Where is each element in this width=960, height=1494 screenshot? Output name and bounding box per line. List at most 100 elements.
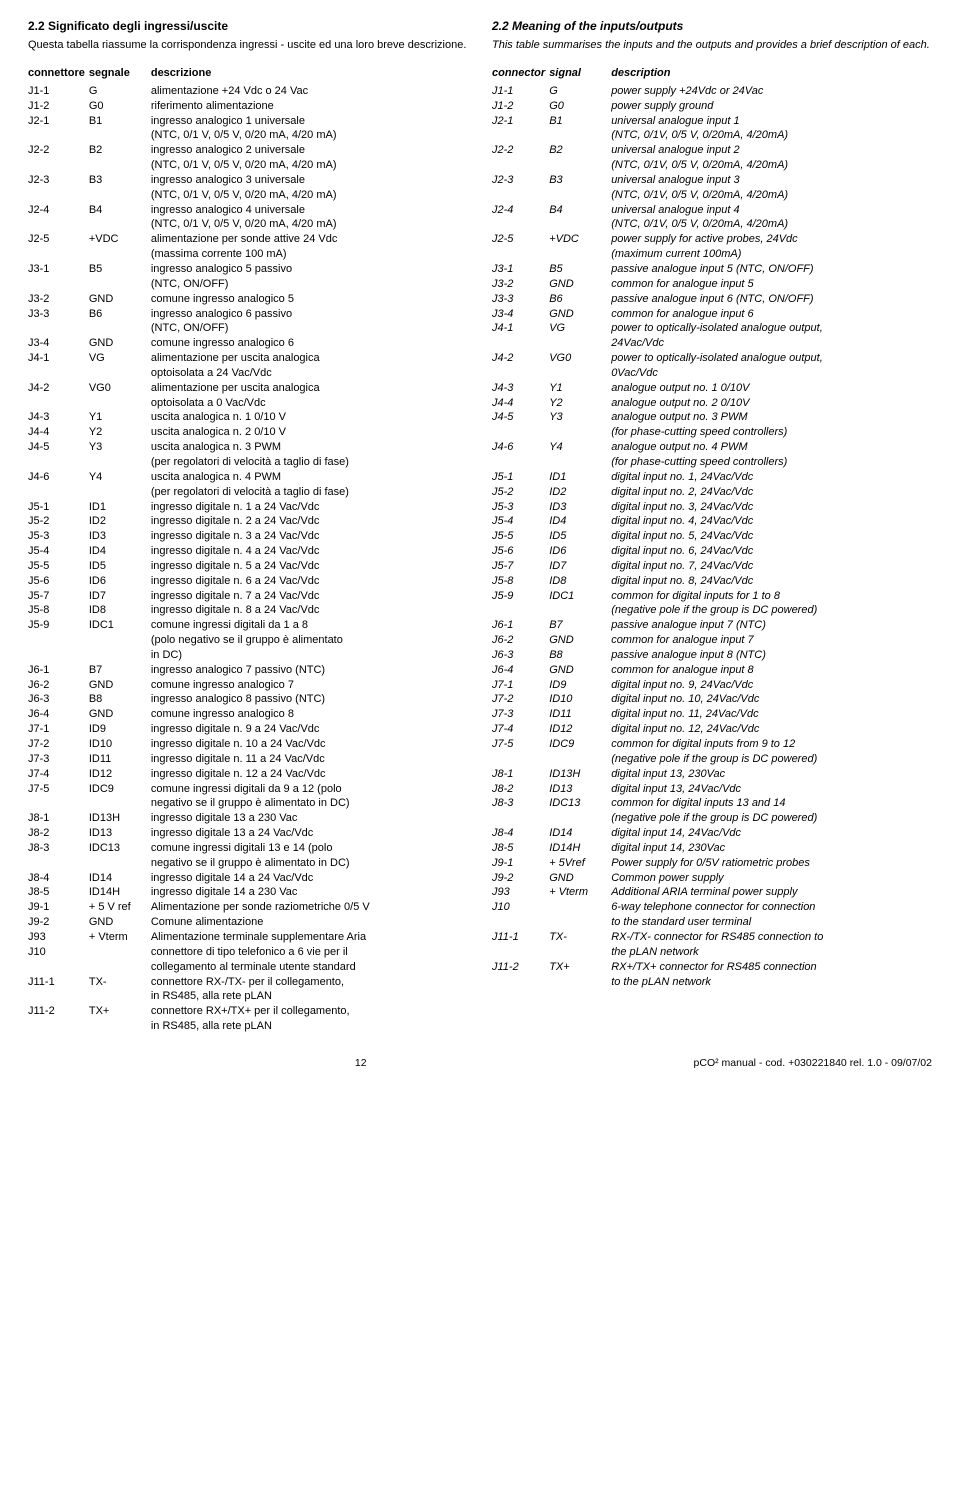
table-row: J8-1ID13Hdigital input 13, 230Vac: [492, 767, 932, 782]
right-cell-connector: J4-3: [492, 381, 549, 396]
left-cell-description: uscita analogica n. 4 PWM (per regolator…: [151, 470, 468, 500]
table-row: J5-5ID5ingresso digitale n. 5 a 24 Vac/V…: [28, 559, 468, 574]
right-cell-signal: B7: [549, 618, 611, 633]
left-cell-signal: B5: [89, 262, 151, 292]
right-cell-connector: J5-4: [492, 514, 549, 529]
left-cell-signal: ID11: [89, 752, 151, 767]
right-cell-signal: G0: [549, 99, 611, 114]
right-cell-description: digital input no. 3, 24Vac/Vdc: [611, 500, 932, 515]
table-row: J2-4B4ingresso analogico 4 universale (N…: [28, 203, 468, 233]
right-cell-signal: + Vterm: [549, 885, 611, 900]
table-row: J11-2TX+connettore RX+/TX+ per il colleg…: [28, 1004, 468, 1034]
right-cell-signal: ID9: [549, 678, 611, 693]
right-cell-description: digital input no. 6, 24Vac/Vdc: [611, 544, 932, 559]
right-cell-signal: B6: [549, 292, 611, 307]
left-cell-description: ingresso analogico 7 passivo (NTC): [151, 663, 468, 678]
left-cell-description: comune ingresso analogico 5: [151, 292, 468, 307]
right-cell-connector: J5-7: [492, 559, 549, 574]
page-footer: 12 pCO² manual - cod. +030221840 rel. 1.…: [28, 1056, 932, 1070]
table-row: J3-1B5passive analogue input 5 (NTC, ON/…: [492, 262, 932, 277]
right-cell-connector: J7-5: [492, 737, 549, 767]
table-row: J5-2ID2ingresso digitale n. 2 a 24 Vac/V…: [28, 514, 468, 529]
right-cell-description: digital input no. 11, 24Vac/Vdc: [611, 707, 932, 722]
table-row: J4-4Y2uscita analogica n. 2 0/10 V: [28, 425, 468, 440]
table-row: J10connettore di tipo telefonico a 6 vie…: [28, 945, 468, 975]
table-row: J1-1Gpower supply +24Vdc or 24Vac: [492, 84, 932, 99]
left-cell-description: ingresso digitale n. 12 a 24 Vac/Vdc: [151, 767, 468, 782]
right-cell-signal: Y4: [549, 440, 611, 470]
right-cell-description: RX-/TX- connector for RS485 connection t…: [611, 930, 932, 960]
right-cell-description: digital input 13, 230Vac: [611, 767, 932, 782]
left-cell-description: comune ingressi digitali da 9 a 12 (polo…: [151, 782, 468, 812]
left-cell-signal: ID13: [89, 826, 151, 841]
right-cell-connector: J4-6: [492, 440, 549, 470]
table-row: J8-4ID14digital input 14, 24Vac/Vdc: [492, 826, 932, 841]
left-cell-description: ingresso analogico 5 passivo (NTC, ON/OF…: [151, 262, 468, 292]
table-row: J3-4GNDcomune ingresso analogico 6: [28, 336, 468, 351]
right-cell-signal: GND: [549, 871, 611, 886]
table-row: J7-4ID12ingresso digitale n. 12 a 24 Vac…: [28, 767, 468, 782]
right-cell-description: analogue output no. 1 0/10V: [611, 381, 932, 396]
left-cell-connector: J2-5: [28, 232, 89, 262]
table-row: J3-3B6ingresso analogico 6 passivo (NTC,…: [28, 307, 468, 337]
table-row: J7-5IDC9comune ingressi digitali da 9 a …: [28, 782, 468, 812]
left-cell-description: connettore RX+/TX+ per il collegamento, …: [151, 1004, 468, 1034]
left-cell-signal: B6: [89, 307, 151, 337]
right-cell-signal: GND: [549, 633, 611, 648]
footer-info: pCO² manual - cod. +030221840 rel. 1.0 -…: [694, 1056, 932, 1070]
table-row: J7-5IDC9common for digital inputs from 9…: [492, 737, 932, 767]
left-cell-description: comune ingresso analogico 8: [151, 707, 468, 722]
right-cell-connector: J8-5: [492, 841, 549, 856]
left-cell-signal: IDC9: [89, 782, 151, 812]
right-cell-connector: J4-5: [492, 410, 549, 440]
right-cell-connector: J1-1: [492, 84, 549, 99]
right-cell-connector: J2-2: [492, 143, 549, 173]
table-row: J2-2B2universal analogue input 2 (NTC, 0…: [492, 143, 932, 173]
left-cell-description: ingresso analogico 1 universale (NTC, 0/…: [151, 114, 468, 144]
left-cell-connector: J7-2: [28, 737, 89, 752]
left-cell-connector: J4-6: [28, 470, 89, 500]
left-cell-connector: J5-2: [28, 514, 89, 529]
table-row: J6-3B8passive analogue input 8 (NTC): [492, 648, 932, 663]
right-cell-signal: B4: [549, 203, 611, 233]
left-cell-signal: + 5 V ref: [89, 900, 151, 915]
right-cell-signal: ID8: [549, 574, 611, 589]
right-cell-description: digital input no. 7, 24Vac/Vdc: [611, 559, 932, 574]
right-cell-signal: GND: [549, 307, 611, 322]
right-cell-description: passive analogue input 7 (NTC): [611, 618, 932, 633]
left-cell-connector: J11-2: [28, 1004, 89, 1034]
table-row: J5-5ID5digital input no. 5, 24Vac/Vdc: [492, 529, 932, 544]
right-cell-description: universal analogue input 1 (NTC, 0/1V, 0…: [611, 114, 932, 144]
table-row: J2-3B3ingresso analogico 3 universale (N…: [28, 173, 468, 203]
right-cell-description: analogue output no. 2 0/10V: [611, 396, 932, 411]
right-cell-signal: TX-: [549, 930, 611, 960]
left-cell-description: ingresso digitale n. 1 a 24 Vac/Vdc: [151, 500, 468, 515]
right-cell-description: universal analogue input 3 (NTC, 0/1V, 0…: [611, 173, 932, 203]
right-cell-description: digital input no. 1, 24Vac/Vdc: [611, 470, 932, 485]
right-cell-description: digital input no. 8, 24Vac/Vdc: [611, 574, 932, 589]
right-cell-signal: ID13: [549, 782, 611, 797]
left-cell-connector: J4-1: [28, 351, 89, 381]
right-title: 2.2 Meaning of the inputs/outputs: [492, 18, 932, 34]
left-cell-connector: J8-5: [28, 885, 89, 900]
right-cell-connector: J3-4: [492, 307, 549, 322]
left-cell-connector: J9-2: [28, 915, 89, 930]
left-cell-description: ingresso digitale n. 8 a 24 Vac/Vdc: [151, 603, 468, 618]
left-cell-description: comune ingresso analogico 6: [151, 336, 468, 351]
left-cell-connector: J6-1: [28, 663, 89, 678]
left-cell-signal: B8: [89, 692, 151, 707]
right-cell-connector: J1-2: [492, 99, 549, 114]
right-cell-connector: J6-3: [492, 648, 549, 663]
table-row: J6-4GNDcommon for analogue input 8: [492, 663, 932, 678]
left-cell-connector: J8-1: [28, 811, 89, 826]
left-cell-signal: +VDC: [89, 232, 151, 262]
left-cell-signal: GND: [89, 336, 151, 351]
right-table-header-row: connector signal description: [492, 65, 932, 84]
table-row: J5-9IDC1common for digital inputs for 1 …: [492, 589, 932, 619]
left-cell-connector: J4-2: [28, 381, 89, 411]
left-cell-description: ingresso digitale n. 7 a 24 Vac/Vdc: [151, 589, 468, 604]
left-cell-description: comune ingressi digitali 13 e 14 (polo n…: [151, 841, 468, 871]
right-cell-connector: J7-1: [492, 678, 549, 693]
left-cell-signal: ID13H: [89, 811, 151, 826]
table-row: J7-2ID10digital input no. 10, 24Vac/Vdc: [492, 692, 932, 707]
